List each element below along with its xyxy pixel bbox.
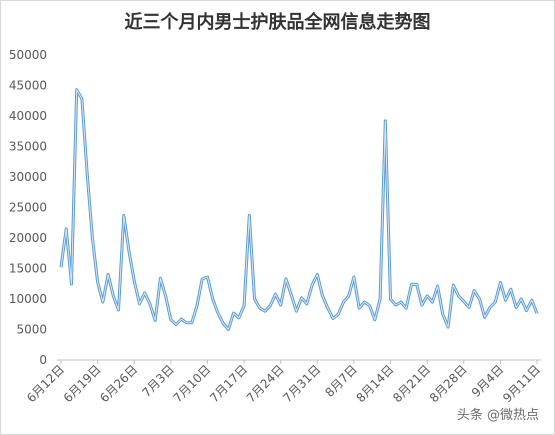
y-tick-label: 0	[39, 353, 47, 367]
y-tick-label: 25000	[9, 201, 47, 215]
chart-title: 近三个月内男士护肤品全网信息走势图	[124, 12, 431, 33]
y-tick-label: 45000	[9, 79, 47, 93]
y-tick-label: 10000	[9, 292, 47, 306]
series-line	[59, 88, 539, 331]
x-tick-label: 7月31日	[280, 362, 323, 405]
y-tick-label: 15000	[9, 262, 47, 276]
series-line-highlight	[60, 89, 538, 330]
x-tick-label: 6月12日	[24, 362, 67, 405]
x-tick-label: 8月21日	[390, 362, 433, 405]
y-tick-label: 35000	[9, 140, 47, 154]
y-tick-label: 30000	[9, 170, 47, 184]
watermark: 头条 @微热点	[454, 404, 541, 423]
x-tick-label: 7月24日	[244, 362, 287, 405]
x-tick-label: 9月11日	[500, 362, 543, 405]
x-tick-label: 7月17日	[207, 362, 250, 405]
x-tick-label: 6月19日	[61, 362, 104, 405]
y-tick-label: 5000	[16, 323, 47, 337]
x-tick-label: 6月26日	[97, 362, 140, 405]
x-tick-label: 8月14日	[354, 362, 397, 405]
y-tick-label: 40000	[9, 109, 47, 123]
y-tick-label: 20000	[9, 231, 47, 245]
x-tick-label: 8月28日	[427, 362, 470, 405]
x-tick-label: 7月10日	[171, 362, 214, 405]
y-tick-label: 50000	[9, 48, 47, 62]
